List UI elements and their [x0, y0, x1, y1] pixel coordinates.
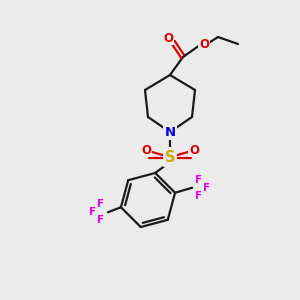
Text: F: F: [98, 199, 104, 209]
Text: N: N: [164, 125, 175, 139]
Text: F: F: [196, 191, 202, 201]
Text: S: S: [165, 149, 175, 164]
Text: O: O: [189, 143, 199, 157]
Text: F: F: [203, 183, 211, 193]
Text: O: O: [199, 38, 209, 50]
Text: O: O: [163, 32, 173, 44]
Text: F: F: [89, 207, 97, 217]
Text: O: O: [141, 143, 151, 157]
Text: F: F: [98, 215, 104, 225]
Text: F: F: [196, 175, 202, 185]
